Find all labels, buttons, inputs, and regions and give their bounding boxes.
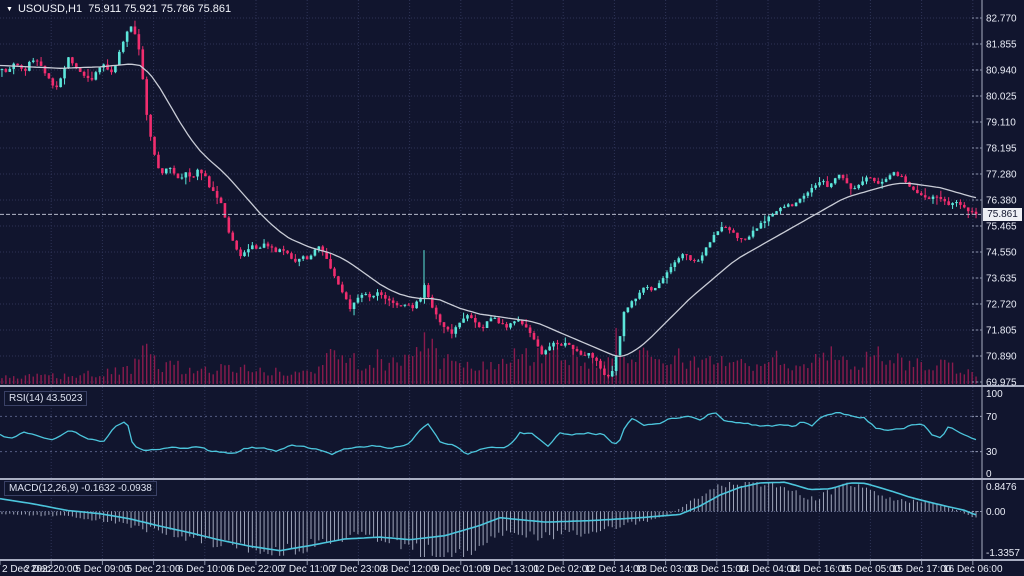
price-axis-label: 74.550	[986, 248, 1017, 259]
time-axis-label: 14 Dec 16:00	[789, 564, 849, 575]
rsi-label: RSI(14) 43.5023	[4, 391, 88, 406]
price-axis-label: 75.465	[986, 222, 1017, 233]
time-axis-label: 2 Dec 20:00	[24, 564, 78, 575]
macd-axis-label: -1.3357	[986, 548, 1020, 559]
time-axis-label: 15 Dec 17:00	[892, 564, 952, 575]
time-axis-label: 2 Dec 2022	[2, 564, 54, 575]
time-axis-label: 13 Dec 15:00	[687, 564, 747, 575]
macd-panel	[0, 481, 981, 557]
symbol-ohlc-text: USOUSD,H1 75.911 75.921 75.786 75.861	[17, 3, 232, 15]
price-axis-label: 73.635	[986, 274, 1017, 285]
time-axis-label: 9 Dec 13:00	[485, 564, 539, 575]
price-axis-label: 76.380	[986, 196, 1017, 207]
ma-layer	[0, 63, 977, 358]
panel-separators	[0, 0, 1024, 561]
macd-axis[interactable]: 0.8476 0.00 -1.3357	[972, 482, 1020, 559]
price-axis-label: 72.720	[986, 300, 1017, 311]
time-axis-label: 16 Dec 06:00	[943, 564, 1003, 575]
macd-label: MACD(12,26,9) -0.1632 -0.0938	[4, 481, 157, 496]
time-axis-label: 12 Dec 14:00	[585, 564, 645, 575]
time-axis-label: 8 Dec 12:00	[383, 564, 437, 575]
rsi-panel	[0, 411, 981, 456]
price-axis-label: 79.110	[986, 118, 1016, 129]
rsi-line	[0, 411, 977, 456]
current-price-marker: 75.861	[983, 208, 1022, 221]
rsi-axis-label: 30	[986, 447, 998, 458]
rsi-axis-label: 0	[986, 469, 992, 480]
symbol-dropdown-icon[interactable]: ▼	[6, 5, 13, 13]
symbol-info: ▼ USOUSD,H1 75.911 75.921 75.786 75.861	[6, 3, 231, 15]
time-axis-label: 15 Dec 05:00	[841, 564, 901, 575]
price-axis-label: 80.025	[986, 92, 1017, 103]
time-axis-label: 7 Dec 11:00	[281, 564, 335, 575]
rsi-axis[interactable]: 100 70 30 0	[972, 389, 1003, 480]
time-axis-label: 5 Dec 09:00	[75, 564, 129, 575]
time-axis-label: 5 Dec 21:00	[127, 564, 181, 575]
time-axis-label: 6 Dec 22:00	[229, 564, 283, 575]
price-axis-label: 69.975	[986, 378, 1017, 389]
macd-axis-label: 0.8476	[986, 482, 1017, 493]
time-axis-label: 12 Dec 02:00	[533, 564, 593, 575]
macd-signal-line	[0, 481, 977, 552]
rsi-axis-label: 70	[986, 412, 998, 423]
price-axis-label: 82.770	[986, 14, 1017, 25]
time-axis-label: 7 Dec 23:00	[331, 564, 385, 575]
time-axis-label: 9 Dec 01:00	[434, 564, 488, 575]
price-axis[interactable]: 82.770 81.855 80.940 80.025 79.110 78.195 77.2…	[972, 14, 1017, 389]
grid-lines	[0, 0, 981, 561]
rsi-axis-label: 100	[986, 389, 1003, 400]
volume-bars	[1, 327, 977, 384]
candlesticks	[0, 20, 978, 379]
price-axis-label: 81.855	[986, 40, 1017, 51]
price-axis-label: 80.940	[986, 66, 1017, 77]
moving-average-line	[0, 63, 977, 358]
price-axis-label: 71.805	[986, 326, 1017, 337]
time-axis-label: 13 Dec 03:00	[636, 564, 696, 575]
price-axis-label: 70.890	[986, 352, 1017, 363]
price-axis-label: 77.280	[986, 170, 1017, 181]
macd-axis-label: 0.00	[986, 507, 1006, 518]
time-axis-label: 6 Dec 10:00	[178, 564, 232, 575]
price-axis-label: 78.195	[986, 144, 1017, 155]
time-axis-label: 14 Dec 04:00	[738, 564, 798, 575]
